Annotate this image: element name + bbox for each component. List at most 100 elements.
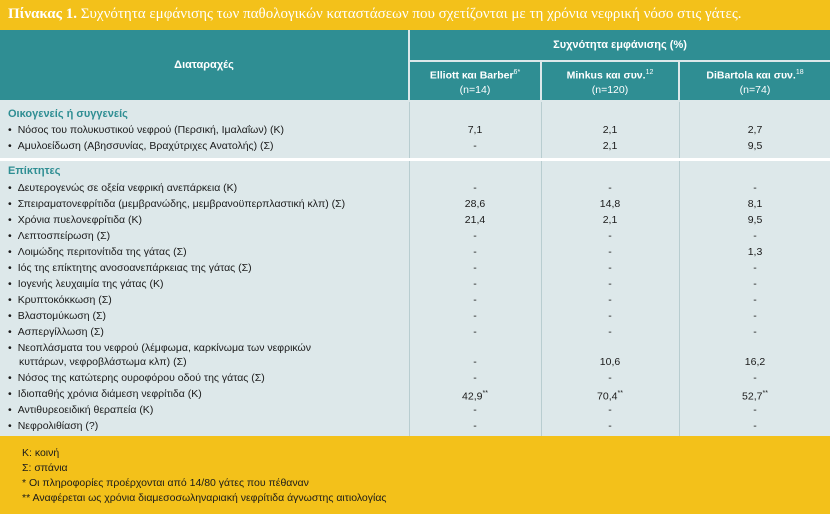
cell-elliott: - (473, 356, 477, 368)
cell-footnote-mark: ** (617, 390, 623, 397)
cell-minkus: - (608, 404, 612, 416)
cell-minkus: 14,8 (599, 198, 621, 210)
column-n: (n=120) (591, 83, 629, 96)
cell-dibartola: 2,7 (747, 124, 763, 136)
column-header-elliott: Elliott και Barber6* (n=14) (410, 62, 540, 100)
cell-elliott: 28,6 (464, 198, 486, 210)
section-separator (0, 158, 830, 161)
cell-dibartola: 1,3 (747, 246, 763, 258)
row-label: Λοιμώδης περιτονίτιδα της γάτας (Σ) (8, 245, 404, 259)
cell-minkus: 2,1 (602, 140, 618, 152)
column-n: (n=74) (739, 83, 771, 96)
row-label: Ασπεργίλλωση (Σ) (8, 325, 404, 339)
cell-dibartola: - (753, 372, 757, 384)
row-label: Νεοπλάσματα του νεφρού (λέμφωμα, καρκίνω… (8, 341, 404, 369)
cell-elliott: - (473, 420, 477, 432)
table-legend: Κ: κοινή Σ: σπάνια * Οι πληροφορίες προέ… (0, 436, 830, 514)
table-row: Νόσος του πολυκυστικού νεφρού (Περσική, … (0, 123, 830, 137)
cell-footnote-mark: ** (482, 390, 488, 397)
cell-dibartola: - (753, 420, 757, 432)
cell-value: 52,7 (742, 390, 763, 403)
cell-value: 42,9 (462, 390, 483, 403)
table-row: Ιός της επίκτητης ανοσοανεπάρκειας της γ… (0, 261, 830, 275)
cell-elliott: 21,4 (464, 214, 486, 226)
cell-minkus: 70,4** (542, 387, 678, 404)
column-header-dibartola: DiBartola και συν.18 (n=74) (680, 62, 830, 100)
table-row: Νόσος της κατώτερης ουροφόρου οδού της γ… (0, 371, 830, 385)
row-label: Ιός της επίκτητης ανοσοανεπάρκειας της γ… (8, 261, 404, 275)
table-row: Αμυλοείδωση (Αβησσυνίας, Βραχύτριχες Ανα… (0, 139, 830, 153)
cell-dibartola: - (753, 182, 757, 194)
cell-elliott: - (473, 404, 477, 416)
cell-dibartola: - (753, 326, 757, 338)
cell-elliott: - (473, 278, 477, 290)
cell-minkus: - (608, 278, 612, 290)
cell-footnote-mark: ** (762, 390, 768, 397)
table-row: Λεπτοσπείρωση (Σ) - - - (0, 229, 830, 243)
row-label: Νεφρολιθίαση (?) (8, 419, 404, 433)
table-row: Σπειραματονεφρίτιδα (μεμβρανώδης, μεμβρα… (0, 197, 830, 211)
column-ref: 12 (645, 69, 654, 76)
row-label: Αντιθυρεοειδική θεραπεία (Κ) (8, 403, 404, 417)
legend-rare: Σ: σπάνια (22, 462, 68, 474)
footnote-double-star: ** Αναφέρεται ως χρόνια διαμεσοσωληναρια… (22, 492, 387, 504)
column-name: DiBartola και συν. (706, 69, 796, 82)
cell-minkus: - (608, 294, 612, 306)
table-row: Ιδιοπαθής χρόνια διάμεση νεφρίτιδα (Κ) 4… (0, 387, 830, 404)
legend-common: Κ: κοινή (22, 447, 60, 459)
table-row: Νεοπλάσματα του νεφρού (λέμφωμα, καρκίνω… (0, 341, 830, 369)
row-label: Δευτερογενώς σε οξεία νεφρική ανεπάρκεια… (8, 181, 404, 195)
row-label: Κρυπτοκόκκωση (Σ) (8, 293, 404, 307)
section-title-familial: Οικογενείς ή συγγενείς (8, 108, 128, 120)
column-divider (541, 102, 542, 436)
row-label: Χρόνια πυελονεφρίτιδα (Κ) (8, 213, 404, 227)
column-name: Minkus και συν. (566, 69, 646, 82)
cell-minkus: 10,6 (599, 356, 621, 368)
table-row: Χρόνια πυελονεφρίτιδα (Κ) 21,4 2,1 9,5 (0, 213, 830, 227)
caption-text: Συχνότητα εμφάνισης των παθολογικών κατα… (80, 6, 742, 22)
cell-dibartola: - (753, 310, 757, 322)
cell-elliott: - (473, 140, 477, 152)
disorders-header: Διαταραχές (0, 30, 408, 100)
cell-dibartola: 9,5 (747, 214, 763, 226)
cell-elliott: - (473, 372, 477, 384)
row-label-line2: κυττάρων, νεφροβλάστωμα κλπ) (Σ) (19, 356, 187, 368)
column-name: Elliott και Barber (429, 69, 514, 82)
cell-dibartola: - (753, 230, 757, 242)
cell-elliott: 42,9** (410, 387, 540, 404)
cell-dibartola: - (753, 404, 757, 416)
column-n: (n=14) (459, 83, 491, 96)
row-label: Σπειραματονεφρίτιδα (μεμβρανώδης, μεμβρα… (8, 197, 404, 211)
cell-minkus: - (608, 372, 612, 384)
row-label: Ιδιοπαθής χρόνια διάμεση νεφρίτιδα (Κ) (8, 387, 404, 401)
table-row: Βλαστομύκωση (Σ) - - - (0, 309, 830, 323)
cell-minkus: - (608, 326, 612, 338)
row-label: Αμυλοείδωση (Αβησσυνίας, Βραχύτριχες Ανα… (8, 139, 404, 153)
cell-dibartola: - (753, 294, 757, 306)
table-row: Ασπεργίλλωση (Σ) - - - (0, 325, 830, 339)
column-ref: 6* (513, 69, 521, 76)
column-divider (409, 102, 410, 436)
cell-elliott: - (473, 230, 477, 242)
table-row: Λοιμώδης περιτονίτιδα της γάτας (Σ) - - … (0, 245, 830, 259)
cell-elliott: - (473, 326, 477, 338)
table-row: Δευτερογενώς σε οξεία νεφρική ανεπάρκεια… (0, 181, 830, 195)
cell-dibartola: - (753, 278, 757, 290)
row-label: Νόσος του πολυκυστικού νεφρού (Περσική, … (8, 123, 404, 137)
cell-elliott: - (473, 310, 477, 322)
cell-elliott: - (473, 262, 477, 274)
cell-dibartola: 9,5 (747, 140, 763, 152)
table-caption: Πίνακας 1. Συχνότητα εμφάνισης των παθολ… (0, 0, 830, 30)
cell-minkus: - (608, 230, 612, 242)
cell-elliott: - (473, 246, 477, 258)
cell-dibartola: 16,2 (744, 356, 766, 368)
cell-minkus: - (608, 246, 612, 258)
cell-minkus: - (608, 182, 612, 194)
cell-minkus: - (608, 310, 612, 322)
cell-minkus: 2,1 (602, 124, 618, 136)
cell-dibartola: - (753, 262, 757, 274)
cell-dibartola: 8,1 (747, 198, 763, 210)
row-label: Νόσος της κατώτερης ουροφόρου οδού της γ… (8, 371, 404, 385)
caption-label: Πίνακας 1. (8, 6, 77, 22)
column-header-minkus: Minkus και συν.12 (n=120) (542, 62, 678, 100)
